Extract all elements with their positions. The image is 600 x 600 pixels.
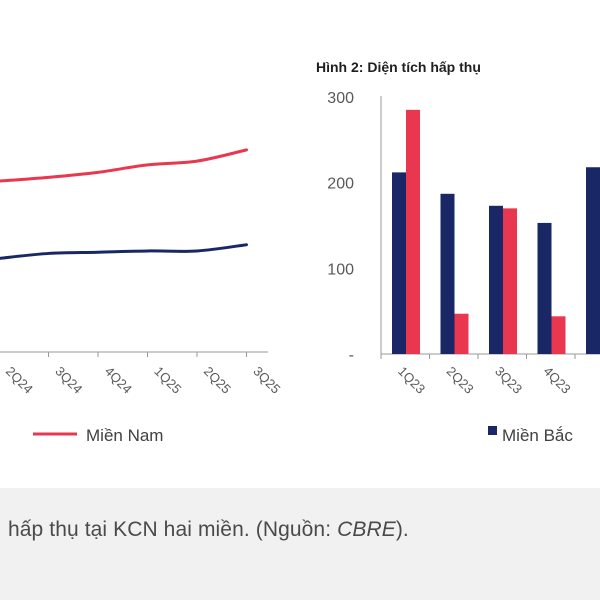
bar-y-tick-label-200: 200 xyxy=(327,176,354,193)
legend-label-mien-bac: Miền Bắc xyxy=(502,426,573,445)
legend-swatch-mien-bac xyxy=(488,426,497,435)
bar-y-tick-label-300: 300 xyxy=(327,90,354,107)
line-tick-label-2q25: 2Q25 xyxy=(201,364,234,397)
bar-x-tick-label-2q23: 2Q23 xyxy=(444,364,477,397)
bar-mien-nam-2q23 xyxy=(454,313,469,354)
bar-mien-nam-3q23 xyxy=(503,208,517,354)
bar-y-tick-label-100: 100 xyxy=(327,261,354,278)
charts-panel: 2Q24 3Q24 4Q24 1Q25 2Q25 3Q25 Miền Nam Hình 2… xyxy=(0,59,600,445)
bar-chart-absorbed-area: Hình 2: Diện tích hấp thụ - 100 200 300 1Q2… xyxy=(316,59,600,445)
line-chart-absorption-trend: 2Q24 3Q24 4Q24 1Q25 2Q25 3Q25 Miền Nam xyxy=(0,148,283,445)
caption-source-name: CBRE xyxy=(337,518,396,541)
bar-mien-bac-3q23 xyxy=(489,205,503,354)
legend-label-mien-nam: Miền Nam xyxy=(86,426,163,445)
bar-mien-nam-1q23 xyxy=(406,109,420,354)
bar-chart-title: Hình 2: Diện tích hấp thụ xyxy=(316,59,481,75)
line-tick-label-3q25: 3Q25 xyxy=(250,364,283,397)
line-tick-label-2q24: 2Q24 xyxy=(3,364,36,397)
bar-x-tick-label-4q23: 4Q23 xyxy=(541,364,574,397)
line-chart-legend: Miền Nam xyxy=(33,426,163,445)
bar-mien-bac-1q23 xyxy=(392,172,406,354)
line-tick-label-3q24: 3Q24 xyxy=(52,364,85,397)
line-tick-label-4q24: 4Q24 xyxy=(102,364,135,397)
bar-mien-bac-2q23 xyxy=(440,193,455,354)
bar-x-tick-label-1q23: 1Q23 xyxy=(395,364,428,397)
line-tick-label-1q25: 1Q25 xyxy=(151,364,184,397)
bar-x-tick-label-3q23: 3Q23 xyxy=(492,364,525,397)
bar-y-tick-label-0: - xyxy=(349,347,354,364)
bar-mien-nam-4q23 xyxy=(551,316,566,354)
figure-caption: hấp thụ tại KCN hai miền. (Nguồn: CBRE). xyxy=(8,518,409,542)
caption-text-main: hấp thụ tại KCN hai miền. (Nguồn: xyxy=(8,518,338,541)
caption-bar: hấp thụ tại KCN hai miền. (Nguồn: CBRE). xyxy=(0,488,600,600)
line-series-mien-bac xyxy=(0,243,248,260)
caption-text-end: ). xyxy=(395,518,409,541)
charts-figure: 2Q24 3Q24 4Q24 1Q25 2Q25 3Q25 Miền Nam Hình 2… xyxy=(0,59,600,445)
bar-mien-bac-1q24 xyxy=(586,167,600,354)
bar-chart-legend: Miền Bắc xyxy=(488,426,573,445)
bar-mien-bac-4q23 xyxy=(537,222,552,354)
line-series-mien-nam xyxy=(0,148,248,183)
